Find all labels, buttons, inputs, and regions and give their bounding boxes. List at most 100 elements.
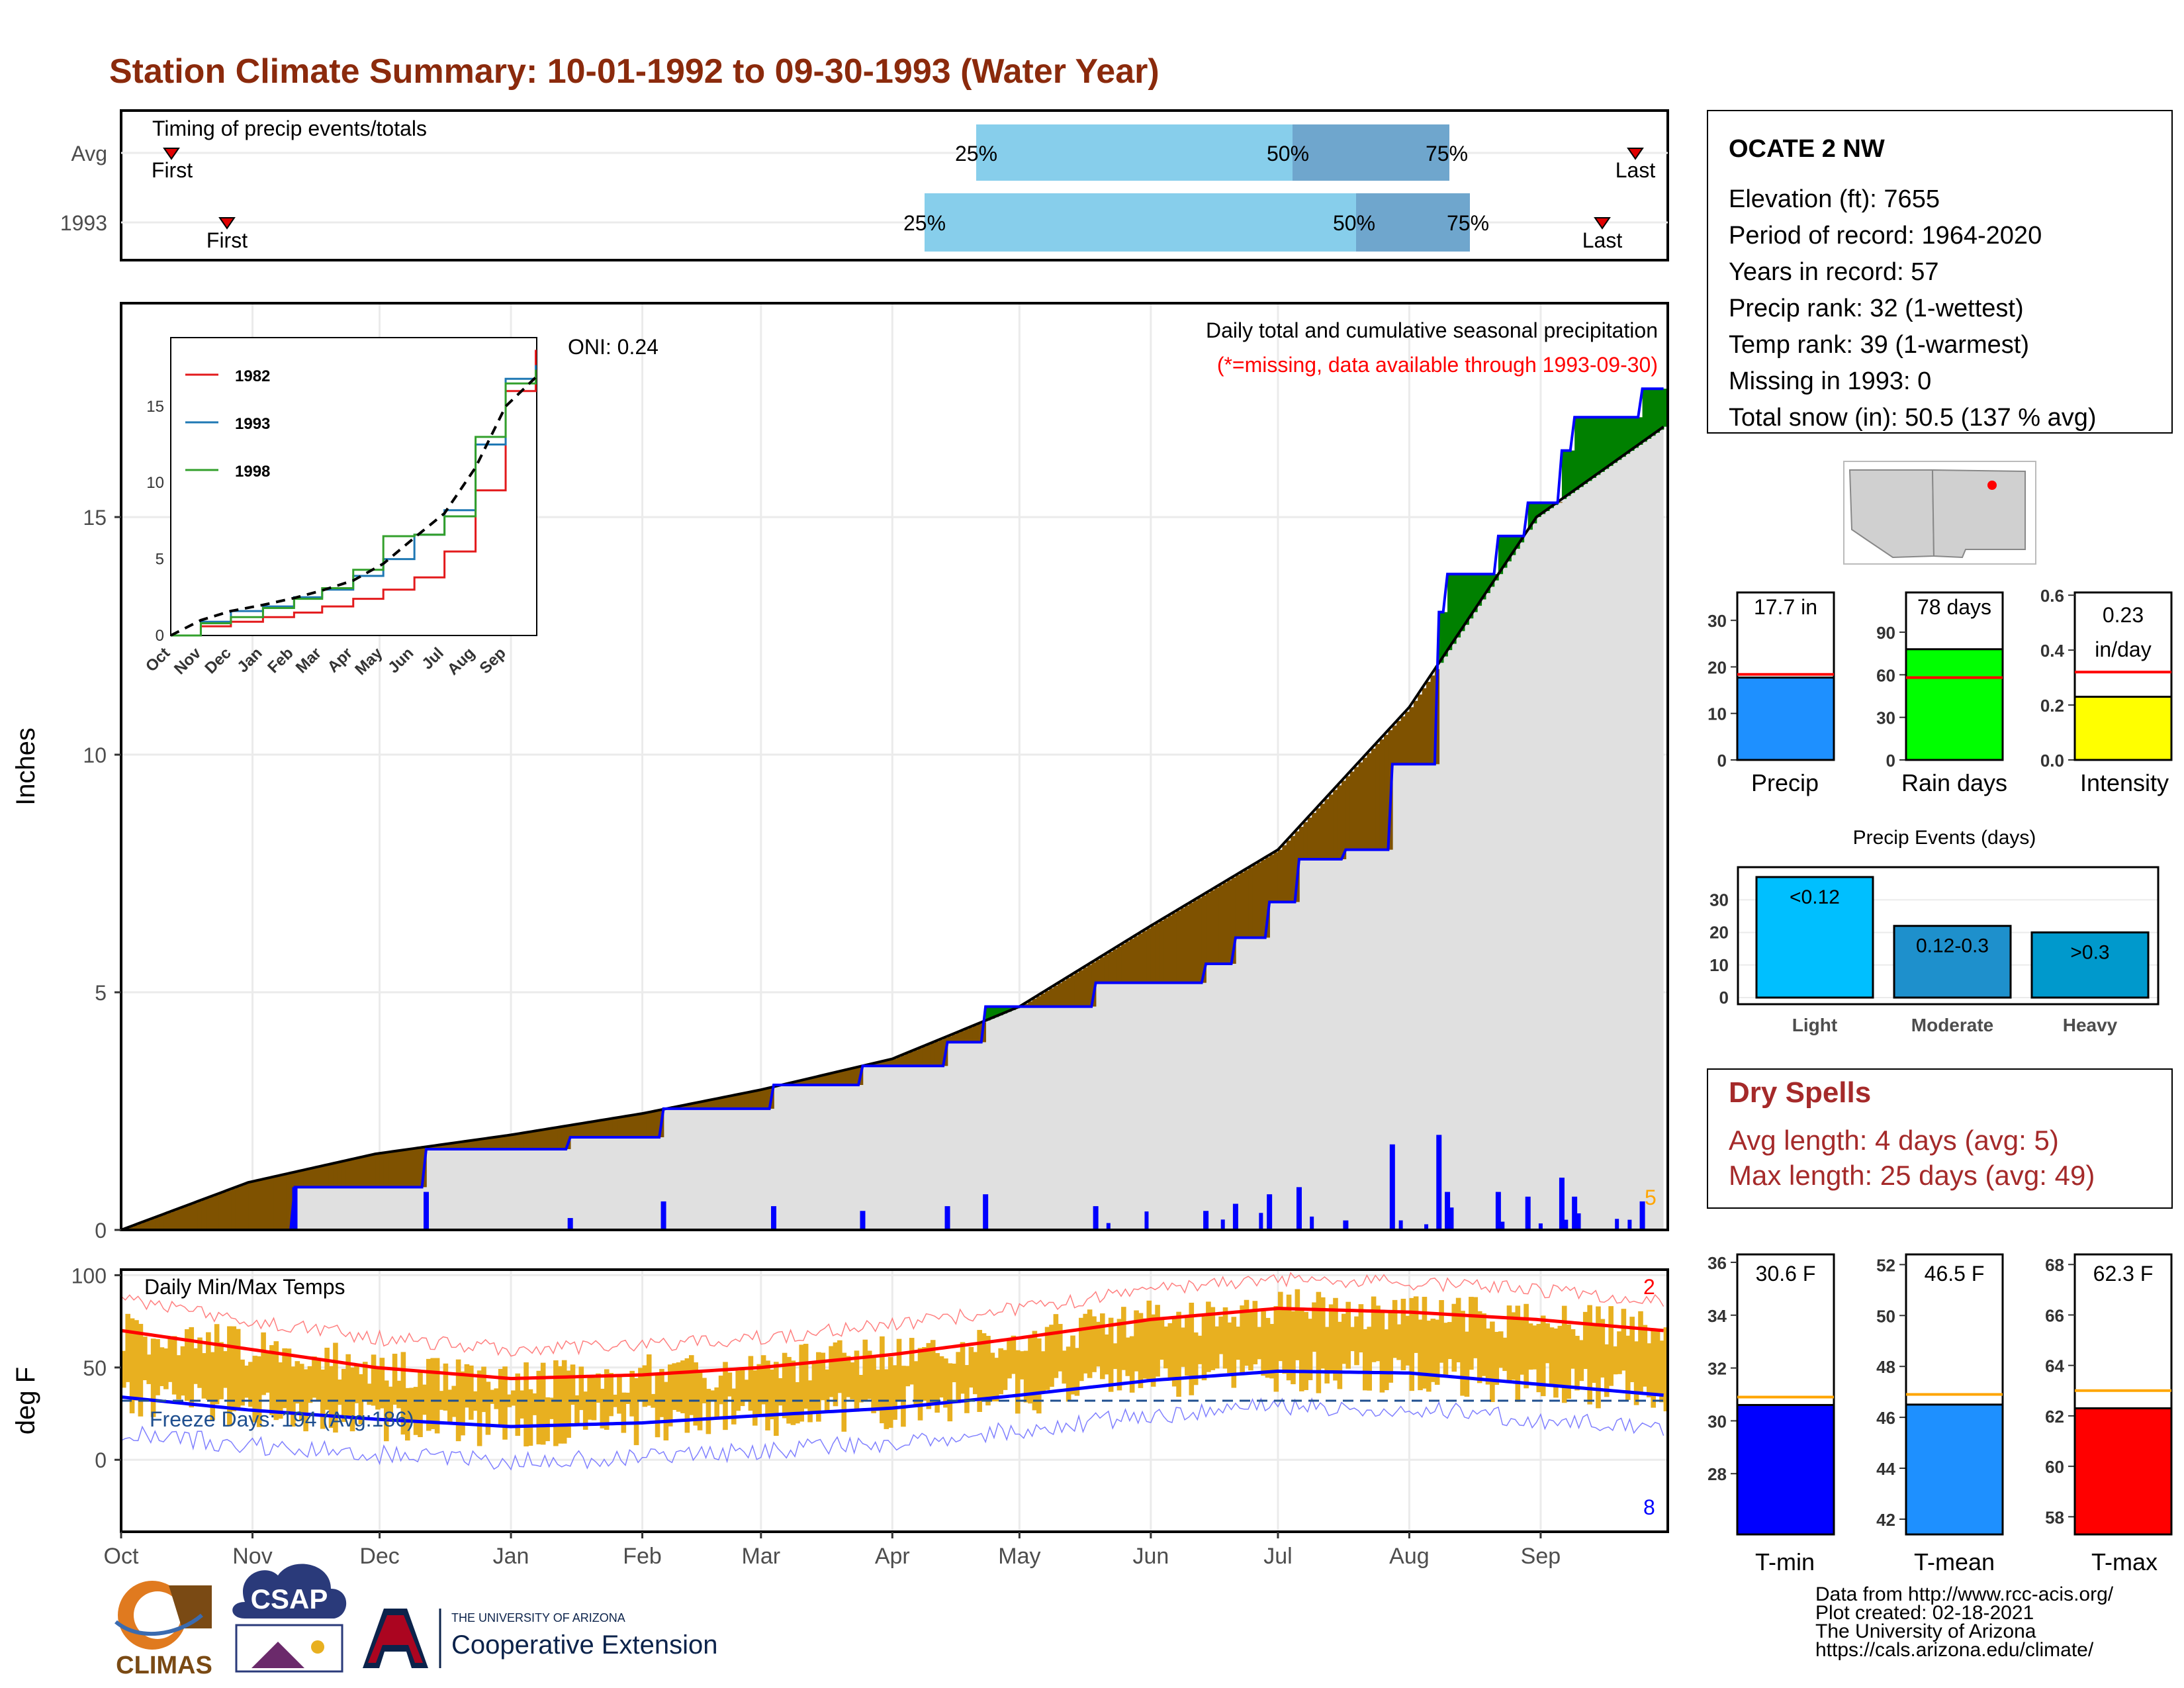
temp-daily-range-bar [570, 1364, 576, 1405]
precip-total-value: 17.7 in [1754, 595, 1817, 619]
precip-below-avg-fill [146, 1220, 152, 1230]
avg-bar-50-75 [1293, 124, 1449, 181]
precip-below-avg-fill [905, 1053, 910, 1066]
tmin-ytick-label: 30 [1707, 1411, 1727, 1431]
precip-below-avg-fill [880, 1062, 885, 1066]
page-title: Station Climate Summary: 10-01-1992 to 0… [109, 52, 1160, 91]
temp-daily-range-bar [917, 1348, 923, 1421]
events-chart: Precip Events (days) 0 10 20 30 <0.12 0.12-0.… [1709, 827, 2160, 1035]
temp-daily-range-bar [443, 1363, 449, 1411]
precip-below-avg-fill [1121, 944, 1126, 983]
precip-above-avg-fill [1502, 536, 1508, 568]
precip-below-avg-fill [913, 1050, 919, 1066]
precip-above-avg-fill [1007, 1006, 1012, 1012]
precip-below-avg-fill [1430, 675, 1435, 765]
station-line-precip-rank: Precip rank: 32 (1-wettest) [1729, 295, 2024, 322]
temp-daily-range-bar [227, 1326, 232, 1427]
timing-row-avg: Avg [71, 142, 107, 165]
precip-below-avg-fill [277, 1176, 283, 1230]
precip-below-avg-fill [1214, 888, 1220, 964]
precip-below-avg-fill [947, 1036, 952, 1043]
precip-below-avg-fill [833, 1072, 838, 1086]
precip-below-avg-fill [1291, 835, 1296, 902]
temp-daily-range-bar [1197, 1335, 1203, 1364]
temp-daily-range-bar [981, 1333, 987, 1401]
temp-ytick-label: 50 [83, 1356, 107, 1380]
yr-last-marker [1594, 217, 1611, 230]
temp-daily-range-bar [769, 1369, 775, 1420]
dry-spells-box: Dry Spells Avg length: 4 days (avg: 5) M… [1707, 1068, 2173, 1209]
precip-below-avg-fill [180, 1207, 185, 1230]
precip-below-avg-fill [434, 1145, 440, 1149]
inset-legend-1993: 1993 [235, 415, 270, 433]
temp-daily-range-bar [129, 1318, 135, 1414]
temp-daily-range-bar [413, 1387, 419, 1435]
timing-label: Timing of precip events/totals [152, 117, 427, 140]
precip-above-avg-fill [1469, 574, 1474, 619]
precip-daily-bar [860, 1211, 866, 1230]
precip-below-avg-fill [1371, 748, 1377, 850]
precip-below-avg-fill [1312, 813, 1317, 859]
precip-below-avg-fill [341, 1161, 347, 1188]
precip-daily-bar [1538, 1223, 1543, 1230]
precip-below-avg-fill [638, 1114, 643, 1137]
temp-daily-range-bar [490, 1389, 495, 1404]
precip-above-avg-fill [1561, 450, 1567, 499]
temp-daily-range-bar [871, 1356, 876, 1413]
temp-daily-range-bar [938, 1356, 944, 1398]
rain-days-ytick-label: 90 [1876, 623, 1895, 643]
temp-daily-range-bar [303, 1369, 308, 1432]
precip-daily-bar [567, 1218, 573, 1230]
temp-daily-range-bar [1159, 1317, 1165, 1360]
tmean-bar [1905, 1403, 2004, 1536]
temp-daily-range-bar [930, 1340, 936, 1405]
precip-below-avg-fill [167, 1212, 173, 1230]
temp-daily-range-bar [320, 1369, 326, 1429]
temp-daily-range-bar [811, 1361, 817, 1415]
temp-daily-range-bar [1167, 1323, 1173, 1378]
temp-daily-range-bar [659, 1369, 664, 1417]
mini-bar-charts: 17.7 in Precip 78 days Rain days 0.23 in… [1707, 586, 2173, 796]
precip-daily-bar [771, 1206, 777, 1230]
precip-above-avg-fill [1455, 574, 1461, 637]
temp-panel: Daily Min/Max Temps Freeze Days: 194 (Av… [11, 1264, 1669, 1569]
precip-daily-bar [1436, 1135, 1442, 1230]
precip-below-avg-fill [193, 1203, 199, 1230]
precip-below-avg-fill [820, 1076, 825, 1086]
temp-daily-range-bar [1163, 1326, 1169, 1369]
precip-below-avg-fill [269, 1178, 275, 1230]
precip-daily-bar [1576, 1213, 1581, 1230]
temp-daily-range-bar [596, 1373, 601, 1403]
temp-daily-range-bar [134, 1320, 139, 1401]
precip-below-avg-fill [502, 1136, 508, 1149]
precip-below-avg-fill [684, 1105, 690, 1109]
precip-above-avg-fill [1591, 417, 1596, 478]
temp-daily-range-bar [1146, 1300, 1152, 1380]
inset-series-line [171, 369, 537, 637]
precip-below-avg-fill [367, 1156, 372, 1188]
precip-daily-bar [1310, 1216, 1314, 1230]
precip-below-avg-fill [1185, 905, 1190, 983]
temp-daily-range-bar [1345, 1301, 1351, 1369]
tmin-value: 30.6 F [1756, 1262, 1816, 1286]
temp-record-low-line [120, 1397, 1664, 1471]
temp-daily-range-bar [956, 1352, 961, 1403]
csap-logo: CSAP [232, 1564, 347, 1673]
temp-daily-range-bar [727, 1372, 733, 1397]
precip-below-avg-fill [1324, 799, 1330, 859]
precip-below-avg-fill [1070, 975, 1075, 1007]
events-label-heavy: Heavy [2063, 1015, 2118, 1035]
temp-daily-range-bar [651, 1393, 656, 1408]
precip-below-avg-fill [354, 1158, 359, 1188]
precip-below-avg-fill [972, 1025, 978, 1043]
precip-below-avg-fill [265, 1178, 270, 1230]
temp-daily-range-bar [1121, 1307, 1126, 1370]
temp-daily-range-bar [1273, 1306, 1279, 1392]
temp-record-high-line [120, 1272, 1664, 1357]
precip-below-avg-fill [596, 1121, 601, 1137]
temp-daily-range-bar [1007, 1340, 1012, 1379]
temp-daily-range-bar [1053, 1314, 1059, 1378]
precip-below-avg-fill [591, 1121, 596, 1137]
precip-below-avg-fill [604, 1119, 610, 1137]
temp-daily-range-bar [795, 1382, 800, 1424]
